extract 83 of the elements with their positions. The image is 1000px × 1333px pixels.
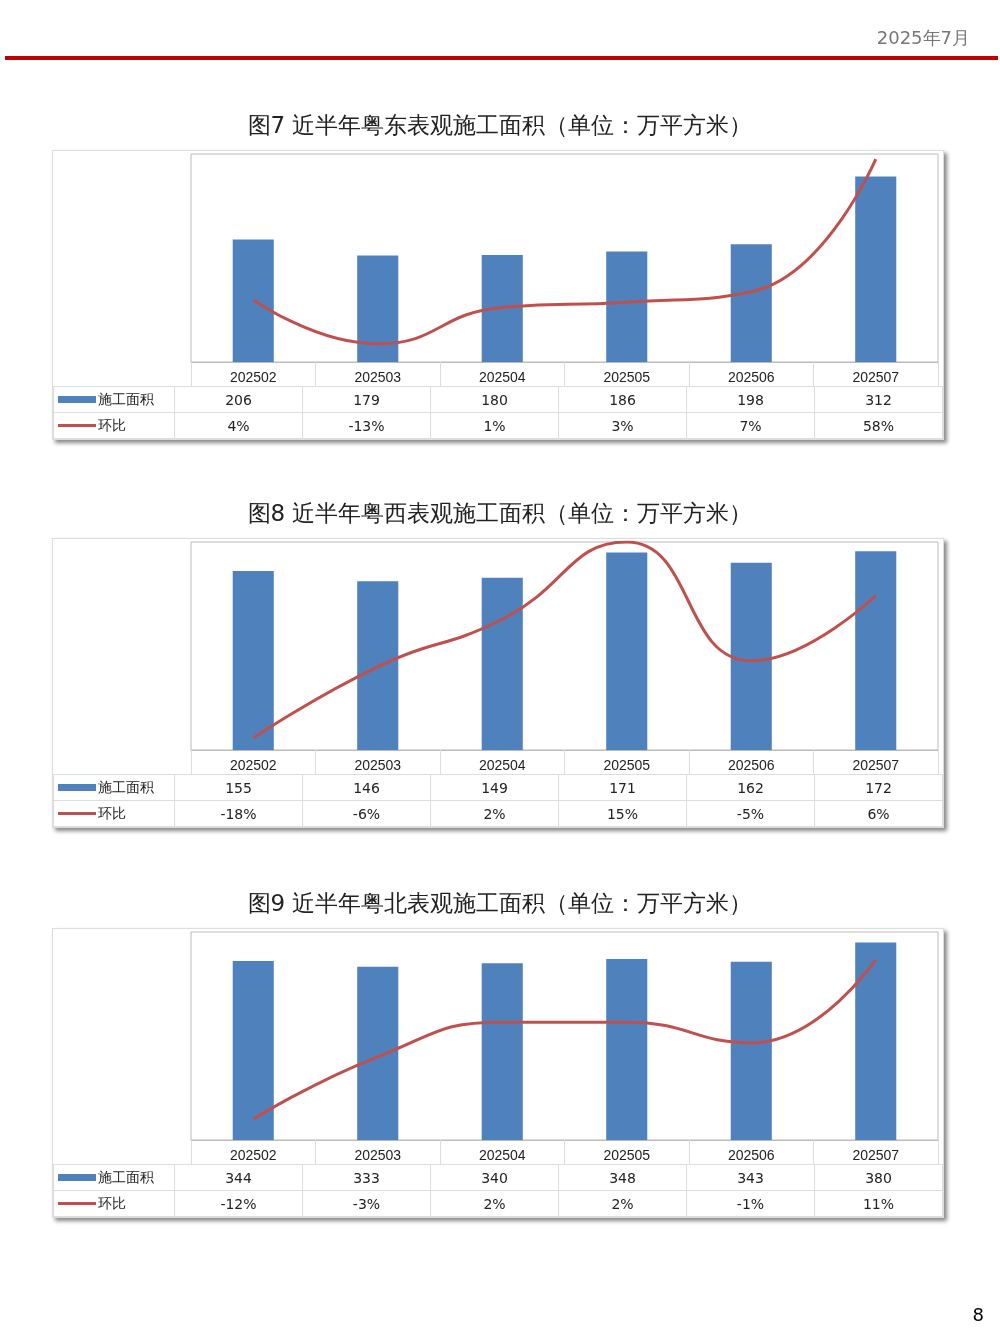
x-tick-label: 202502 (229, 1147, 277, 1163)
data-label: 146 (302, 774, 431, 801)
x-tick-label: 202503 (354, 1147, 402, 1163)
data-label: 3% (558, 412, 687, 439)
data-label: 1% (430, 412, 559, 439)
legend-label: 施工面积 (53, 1164, 175, 1191)
bar (730, 562, 772, 750)
data-label: -6% (302, 800, 431, 827)
x-tick-label: 202504 (478, 369, 526, 385)
bar (357, 581, 399, 750)
legend-label: 环比 (53, 800, 175, 827)
bar (481, 577, 523, 750)
data-label: 343 (686, 1164, 815, 1191)
data-label: 344 (174, 1164, 303, 1191)
data-label: -18% (174, 800, 303, 827)
data-label: 198 (686, 386, 815, 413)
bar (357, 255, 399, 362)
x-tick-label: 202503 (354, 757, 402, 773)
data-label: 162 (686, 774, 815, 801)
legend-label: 环比 (53, 1190, 175, 1217)
x-tick-label: 202502 (229, 369, 277, 385)
chart-title: 图8 近半年粤西表观施工面积（单位：万平方米） (246, 499, 754, 528)
x-tick-label: 202504 (478, 757, 526, 773)
x-tick-label: 202507 (852, 1147, 900, 1163)
bar (232, 570, 274, 750)
data-label: 186 (558, 386, 687, 413)
x-tick-label: 202505 (603, 757, 651, 773)
data-label: 312 (814, 386, 943, 413)
bar (730, 961, 772, 1140)
data-label: 2% (558, 1190, 687, 1217)
data-label: -3% (302, 1190, 431, 1217)
legend-label: 施工面积 (53, 386, 175, 413)
data-label: 15% (558, 800, 687, 827)
x-tick-label: 202506 (727, 369, 775, 385)
bar (481, 255, 523, 362)
data-label: 380 (814, 1164, 943, 1191)
bar (606, 959, 648, 1140)
data-label: 179 (302, 386, 431, 413)
data-label: 2% (430, 1190, 559, 1217)
data-label: -13% (302, 412, 431, 439)
bar (855, 551, 897, 750)
x-tick-label: 202506 (727, 757, 775, 773)
data-label: -12% (174, 1190, 303, 1217)
chart-title: 图9 近半年粤北表观施工面积（单位：万平方米） (246, 889, 754, 918)
data-label: 2% (430, 800, 559, 827)
bar (357, 966, 399, 1140)
x-tick-label: 202503 (354, 369, 402, 385)
text: 2025年7月 (876, 26, 970, 50)
chart-title: 图7 近半年粤东表观施工面积（单位：万平方米） (246, 111, 754, 140)
data-label: 58% (814, 412, 943, 439)
bar (232, 961, 274, 1140)
data-label: 155 (174, 774, 303, 801)
data-label: 180 (430, 386, 559, 413)
bar (232, 239, 274, 362)
data-label: 348 (558, 1164, 687, 1191)
data-label: 7% (686, 412, 815, 439)
data-label: -5% (686, 800, 815, 827)
legend-label: 环比 (53, 412, 175, 439)
legend-label: 施工面积 (53, 774, 175, 801)
x-tick-label: 202507 (852, 369, 900, 385)
data-label: 11% (814, 1190, 943, 1217)
data-label: 333 (302, 1164, 431, 1191)
data-label: 6% (814, 800, 943, 827)
x-tick-label: 202506 (727, 1147, 775, 1163)
data-label: 206 (174, 386, 303, 413)
x-tick-label: 202505 (603, 1147, 651, 1163)
data-label: 171 (558, 774, 687, 801)
x-tick-label: 202502 (229, 757, 277, 773)
data-label: 172 (814, 774, 943, 801)
bar (730, 244, 772, 362)
data-label: 149 (430, 774, 559, 801)
bar (481, 963, 523, 1140)
text: 8 (972, 1304, 984, 1325)
data-label: -1% (686, 1190, 815, 1217)
bar (855, 176, 897, 362)
data-label: 340 (430, 1164, 559, 1191)
bar (606, 552, 648, 750)
x-tick-label: 202507 (852, 757, 900, 773)
bar (606, 251, 648, 362)
bar (855, 942, 897, 1140)
x-tick-label: 202505 (603, 369, 651, 385)
x-tick-label: 202504 (478, 1147, 526, 1163)
data-label: 4% (174, 412, 303, 439)
